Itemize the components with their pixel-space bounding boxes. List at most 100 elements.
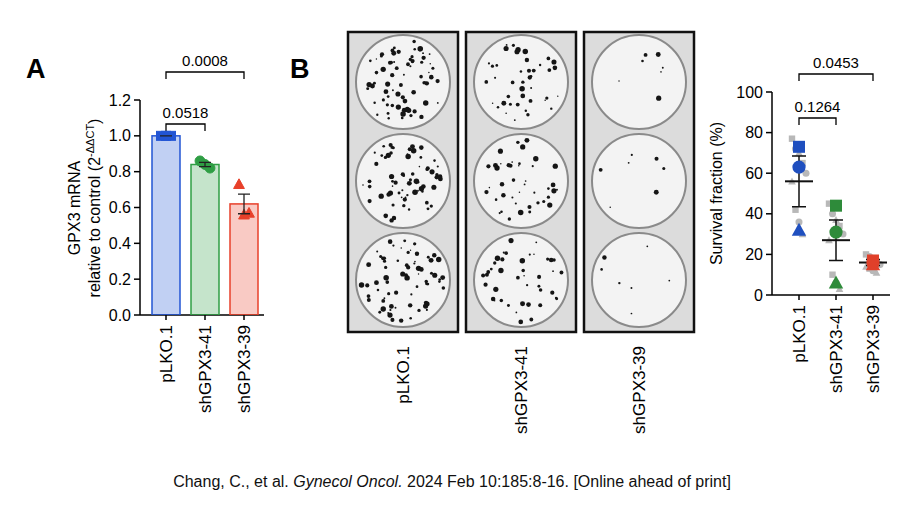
colony (508, 217, 511, 220)
colony (494, 77, 496, 79)
colony (662, 67, 664, 69)
colony (401, 95, 405, 99)
colony (433, 159, 436, 162)
colony (400, 111, 405, 116)
colony (378, 311, 381, 314)
colony (546, 258, 549, 261)
colony (392, 244, 394, 246)
colony (527, 205, 531, 209)
colony (422, 52, 424, 54)
colony (440, 275, 445, 280)
colony (406, 108, 411, 113)
colony (547, 57, 551, 61)
colony (485, 273, 489, 277)
colony (389, 304, 394, 309)
colony (519, 191, 521, 193)
colony (429, 258, 434, 263)
well (592, 233, 686, 327)
plate-label: pLKO.1 (394, 346, 413, 404)
colony (432, 253, 436, 257)
colony (552, 270, 554, 272)
colony (362, 184, 364, 186)
colony (504, 46, 509, 51)
colony (429, 53, 431, 55)
y-tick (134, 243, 140, 245)
colony (376, 250, 378, 252)
figure: 0.00.20.40.60.81.01.2pLKO.1shGPX3-41shGP… (0, 0, 904, 505)
colony (644, 53, 648, 57)
colony (437, 165, 439, 167)
colony (392, 216, 396, 220)
colony (518, 210, 524, 216)
colony (428, 72, 429, 73)
y-tick (134, 99, 140, 101)
colony (491, 297, 496, 302)
colony (524, 184, 526, 186)
replicate-mean (792, 161, 805, 174)
colony (380, 154, 383, 157)
colony (383, 297, 385, 299)
colony (389, 309, 391, 311)
colony (516, 276, 520, 280)
colony (383, 260, 386, 263)
colony (387, 292, 390, 295)
y-tick (766, 254, 772, 256)
replicate-mean (829, 276, 843, 289)
colony (409, 317, 412, 320)
colony (409, 114, 412, 117)
colony (495, 198, 498, 201)
colony (390, 73, 394, 77)
colony (557, 95, 558, 96)
colony (530, 75, 533, 78)
significance-bracket (799, 74, 873, 81)
colony (377, 289, 380, 292)
colony (654, 190, 659, 195)
colony (550, 291, 554, 295)
x-tick-label: shGPX3-41 (827, 305, 846, 393)
colony (494, 165, 499, 170)
error-bar (238, 194, 250, 214)
replicate-mean (830, 200, 842, 212)
colony (399, 318, 403, 322)
well (592, 35, 686, 129)
colony (367, 294, 371, 298)
colony (609, 207, 611, 209)
colony (507, 304, 510, 307)
plate-label: shGPX3-41 (512, 346, 531, 434)
colony (514, 119, 516, 121)
y-tick-label: 0.8 (109, 163, 131, 180)
y-tick-label: 0.0 (109, 307, 131, 324)
colony (506, 44, 508, 46)
well (474, 134, 568, 228)
colony (512, 44, 515, 47)
colony (508, 238, 513, 243)
panel-b: 020406080100pLKO.1shGPX3-41shGPX3-39B0.1… (290, 54, 890, 393)
colony (550, 107, 552, 109)
colony (383, 275, 389, 281)
colony (527, 69, 531, 73)
colony (516, 141, 519, 144)
colony (553, 65, 558, 70)
colony (533, 192, 535, 194)
x-tick (872, 295, 874, 300)
y-tick-label: 80 (745, 124, 763, 141)
colony (369, 59, 372, 62)
colony (631, 154, 633, 156)
colony (430, 204, 433, 207)
colony (524, 138, 529, 143)
colony (430, 63, 431, 64)
x-tick (243, 315, 245, 320)
colony (419, 166, 421, 168)
error-bar (199, 162, 211, 166)
p-value: 0.0518 (163, 104, 209, 121)
y-tick-label: 100 (736, 84, 763, 101)
colony (406, 194, 408, 196)
colony (407, 251, 410, 254)
colony (429, 75, 434, 80)
colony (390, 318, 394, 322)
colony (488, 62, 490, 64)
colony (392, 89, 394, 91)
replicate-mean (792, 223, 806, 236)
y-tick (766, 213, 772, 215)
colony (520, 301, 525, 306)
